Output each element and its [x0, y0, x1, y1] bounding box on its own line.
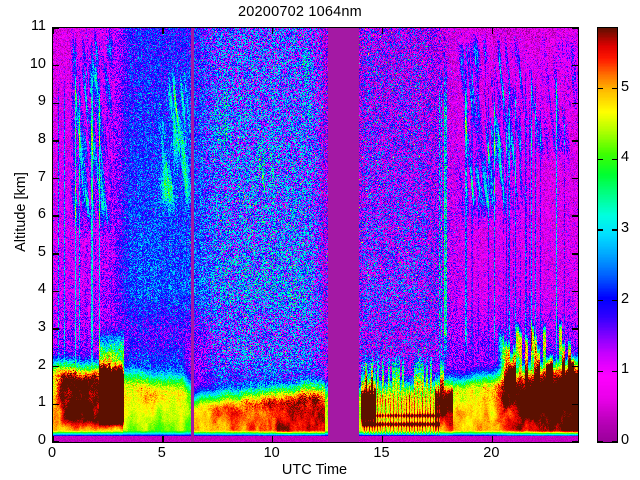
x-tick-top-0	[53, 28, 54, 34]
y-axis-label-7: 7	[37, 168, 46, 185]
y-axis-label-9: 9	[37, 93, 46, 110]
y-tick-1	[53, 403, 59, 406]
y-tick-right-2	[572, 366, 578, 368]
colorbar-tick-0	[598, 440, 603, 442]
y-axis-label-2: 2	[37, 356, 46, 373]
y-axis-label-4: 4	[37, 281, 46, 298]
colorbar-tick-right-0	[612, 440, 617, 442]
y-tick-right-6	[572, 215, 578, 217]
colorbar-tick-right-3	[612, 229, 617, 231]
x-axis-label-10: 10	[263, 445, 280, 461]
y-tick-right-5	[572, 253, 578, 255]
x-axis-title: UTC Time	[281, 462, 348, 478]
y-axis-label-6: 6	[37, 206, 46, 223]
x-tick-top-15	[381, 28, 384, 34]
x-tick-top-5	[162, 28, 164, 34]
y-tick-11	[53, 28, 59, 30]
y-axis-label-11: 11	[30, 18, 46, 34]
x-tick-5	[162, 436, 164, 442]
x-tick-20	[491, 436, 494, 442]
x-axis-label-20: 20	[483, 445, 500, 461]
y-tick-right-3	[572, 328, 578, 330]
x-tick-15	[381, 436, 384, 442]
y-tick-3	[53, 328, 59, 330]
x-axis-label-15: 15	[373, 445, 390, 461]
y-tick-4	[53, 290, 59, 293]
y-axis-label-1: 1	[37, 394, 46, 411]
colorbar-label-4: 4	[621, 149, 630, 166]
x-tick-0	[53, 436, 54, 442]
y-tick-0	[53, 440, 59, 442]
colorbar-tick-2	[598, 300, 603, 302]
colorbar-label-2: 2	[621, 290, 630, 307]
y-axis-label-8: 8	[37, 130, 46, 147]
x-axis-label-5: 5	[157, 445, 166, 461]
colorbar-tick-5	[598, 88, 603, 90]
y-tick-9	[53, 102, 59, 104]
x-tick-top-20	[491, 28, 494, 34]
y-axis-label-5: 5	[37, 243, 46, 260]
page-title: 20200702 1064nm	[238, 4, 362, 20]
colorbar-tick-3	[598, 229, 603, 231]
y-tick-right-10	[572, 64, 578, 67]
y-axis-label-10: 10	[29, 55, 46, 72]
y-tick-right-11	[572, 28, 578, 30]
colorbar-tick-right-2	[612, 300, 617, 302]
colorbar-gradient	[598, 28, 617, 442]
y-tick-5	[53, 253, 59, 255]
colorbar-tick-right-4	[612, 158, 617, 161]
y-tick-right-1	[572, 403, 578, 406]
y-tick-8	[53, 140, 59, 142]
colorbar-tick-4	[598, 158, 603, 161]
x-tick-10	[271, 436, 274, 442]
x-tick-top-10	[271, 28, 274, 34]
y-tick-2	[53, 366, 59, 368]
colorbar-tick-right-1	[612, 370, 617, 373]
lidar-backscatter-heatmap	[53, 28, 578, 442]
y-tick-right-4	[572, 290, 578, 293]
y-axis-label-0: 0	[37, 432, 46, 448]
colorbar-label-1: 1	[621, 361, 630, 378]
heatmap-plot-area	[52, 27, 579, 443]
colorbar-tick-right-5	[612, 88, 617, 90]
x-axis-label-0: 0	[47, 445, 57, 461]
y-axis-title: Altitude [km]	[13, 172, 29, 252]
colorbar-label-3: 3	[621, 220, 630, 237]
y-tick-right-9	[572, 102, 578, 104]
y-tick-right-0	[572, 440, 578, 442]
colorbar-label-5: 5	[621, 78, 630, 95]
y-tick-right-8	[572, 140, 578, 142]
colorbar	[597, 27, 618, 443]
y-tick-7	[53, 177, 59, 180]
y-tick-10	[53, 64, 59, 67]
colorbar-label-0: 0	[621, 432, 630, 448]
y-tick-6	[53, 215, 59, 217]
y-axis-label-3: 3	[37, 319, 46, 336]
colorbar-tick-1	[598, 370, 603, 373]
y-tick-right-7	[572, 177, 578, 180]
